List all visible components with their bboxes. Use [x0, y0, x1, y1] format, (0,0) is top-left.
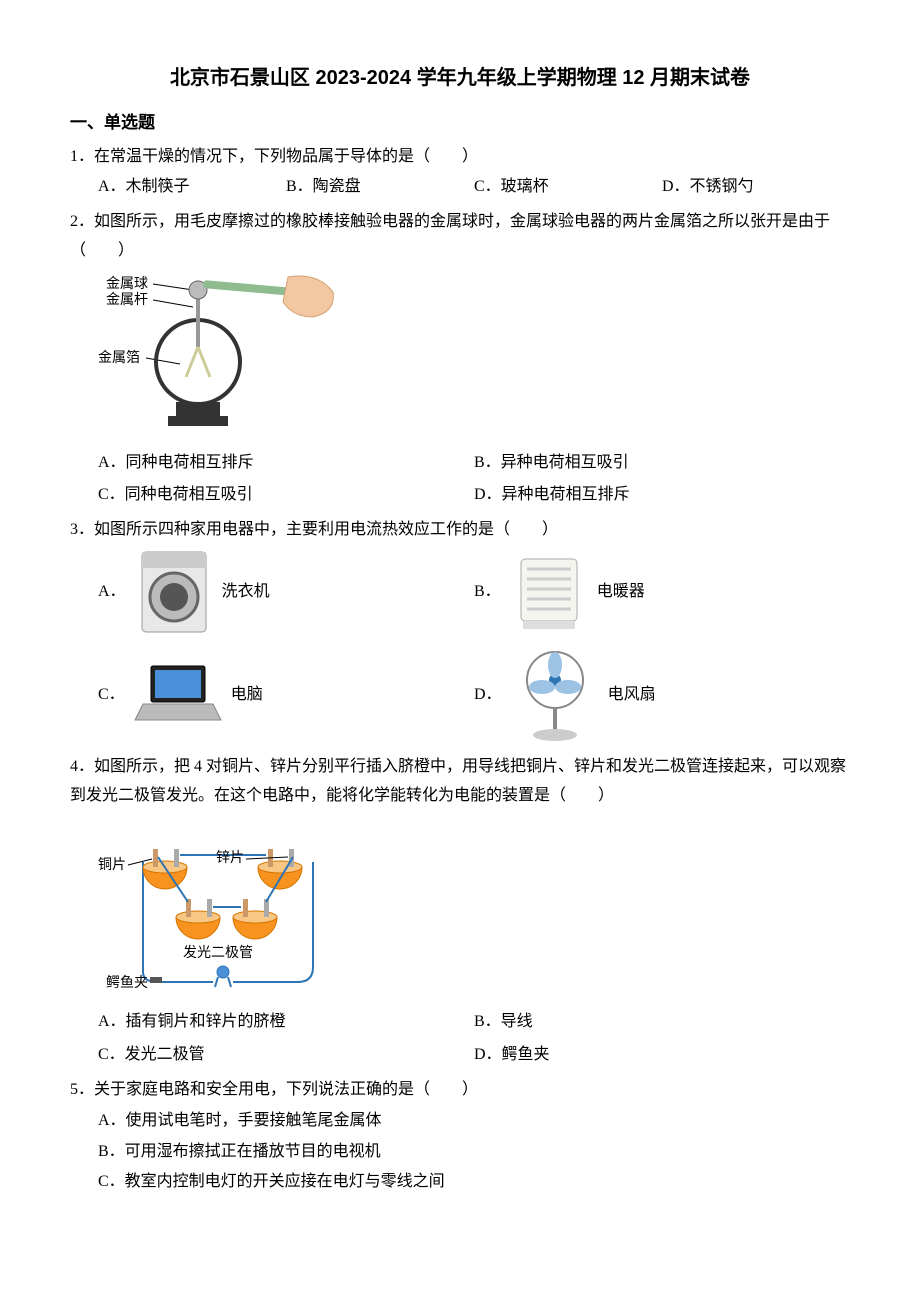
q4-opt-d: D．鳄鱼夹 — [474, 1041, 850, 1070]
label-led: 发光二极管 — [183, 945, 253, 961]
fan-icon — [510, 645, 600, 745]
hand-icon — [283, 276, 333, 317]
q3-opt-b: B． 电暖器 — [474, 547, 850, 637]
q3-d-letter: D． — [474, 681, 502, 710]
q3-a-letter: A． — [98, 578, 126, 607]
section-1-header: 一、单选题 — [70, 108, 850, 139]
question-5: 5．关于家庭电路和安全用电，下列说法正确的是（ ） A．使用试电笔时，手要接触笔… — [70, 1076, 850, 1197]
q4-stem: 4．如图所示，把 4 对铜片、锌片分别平行插入脐橙中，用导线把铜片、锌片和发光二… — [70, 753, 850, 811]
q5-opt-a: A．使用试电笔时，手要接触笔尾金属体 — [98, 1107, 850, 1136]
q3-opt-d: D． 电风扇 — [474, 645, 850, 745]
q1-opt-a: A．木制筷子 — [98, 173, 286, 202]
q3-b-label: 电暖器 — [597, 578, 645, 607]
q2-opt-c: C．同种电荷相互吸引 — [98, 481, 474, 510]
q1-stem: 1．在常温干燥的情况下，下列物品属于导体的是（ ） — [70, 143, 850, 172]
q3-row1: A． 洗衣机 B． 电暖器 — [70, 547, 850, 637]
q3-opt-a: A． 洗衣机 — [98, 547, 474, 637]
q2-opt-a: A．同种电荷相互排斥 — [98, 449, 474, 478]
question-2: 2．如图所示，用毛皮摩擦过的橡胶棒接触验电器的金属球时，金属球验电器的两片金属箔… — [70, 208, 850, 510]
q3-stem: 3．如图所示四种家用电器中，主要利用电流热效应工作的是（ ） — [70, 516, 850, 545]
q3-row2: C． 电脑 D． 电风扇 — [70, 645, 850, 745]
q3-c-label: 电脑 — [231, 681, 263, 710]
orange-3 — [176, 899, 220, 939]
orange-4 — [233, 899, 277, 939]
q4-opt-c: C．发光二极管 — [98, 1041, 474, 1070]
label-rod: 金属杆 — [106, 292, 148, 308]
label-foil: 金属箔 — [98, 350, 140, 366]
q5-opt-c: C．教室内控制电灯的开关应接在电灯与零线之间 — [98, 1168, 850, 1197]
q5-stem: 5．关于家庭电路和安全用电，下列说法正确的是（ ） — [70, 1076, 850, 1105]
q5-options: A．使用试电笔时，手要接触笔尾金属体 B．可用湿布擦拭正在播放节目的电视机 C．… — [70, 1107, 850, 1197]
q2-options: A．同种电荷相互排斥 B．异种电荷相互吸引 C．同种电荷相互吸引 D．异种电荷相… — [70, 449, 850, 511]
led-icon — [217, 966, 229, 978]
q2-opt-b: B．异种电荷相互吸引 — [474, 449, 850, 478]
q4-diagram: 铜片 锌片 发光二极管 鳄鱼夹 — [98, 817, 850, 1003]
q4-opt-a: A．插有铜片和锌片的脐橙 — [98, 1008, 474, 1037]
q3-d-label: 电风扇 — [608, 681, 656, 710]
label-copper: 铜片 — [98, 857, 126, 873]
exam-title: 北京市石景山区 2023-2024 学年九年级上学期物理 12 月期末试卷 — [70, 60, 850, 96]
question-1: 1．在常温干燥的情况下，下列物品属于导体的是（ ） A．木制筷子 B．陶瓷盘 C… — [70, 143, 850, 203]
washer-icon — [134, 547, 214, 637]
label-clip: 鳄鱼夹 — [106, 974, 148, 991]
laptop-icon — [133, 660, 223, 730]
q5-opt-b: B．可用湿布擦拭正在播放节目的电视机 — [98, 1138, 850, 1167]
q3-b-letter: B． — [474, 578, 501, 607]
question-3: 3．如图所示四种家用电器中，主要利用电流热效应工作的是（ ） A． 洗衣机 B． — [70, 516, 850, 745]
q1-opt-d: D．不锈钢勺 — [662, 173, 850, 202]
q3-a-label: 洗衣机 — [222, 578, 270, 607]
q2-stem: 2．如图所示，用毛皮摩擦过的橡胶棒接触验电器的金属球时，金属球验电器的两片金属箔… — [70, 208, 850, 266]
q4-opt-b: B．导线 — [474, 1008, 850, 1037]
q1-opt-b: B．陶瓷盘 — [286, 173, 474, 202]
heater-icon — [509, 547, 589, 637]
q3-c-letter: C． — [98, 681, 125, 710]
q2-opt-d: D．异种电荷相互排斥 — [474, 481, 850, 510]
q2-diagram: 金属球 金属杆 金属箔 — [98, 272, 850, 443]
clip-icon — [150, 977, 162, 983]
q1-opt-c: C．玻璃杯 — [474, 173, 662, 202]
question-4: 4．如图所示，把 4 对铜片、锌片分别平行插入脐橙中，用导线把铜片、锌片和发光二… — [70, 753, 850, 1070]
q4-options: A．插有铜片和锌片的脐橙 B．导线 C．发光二极管 D．鳄鱼夹 — [70, 1008, 850, 1070]
label-zinc: 锌片 — [216, 850, 244, 866]
q3-opt-c: C． 电脑 — [98, 660, 474, 730]
label-ball: 金属球 — [106, 276, 148, 292]
q1-options: A．木制筷子 B．陶瓷盘 C．玻璃杯 D．不锈钢勺 — [70, 173, 850, 202]
